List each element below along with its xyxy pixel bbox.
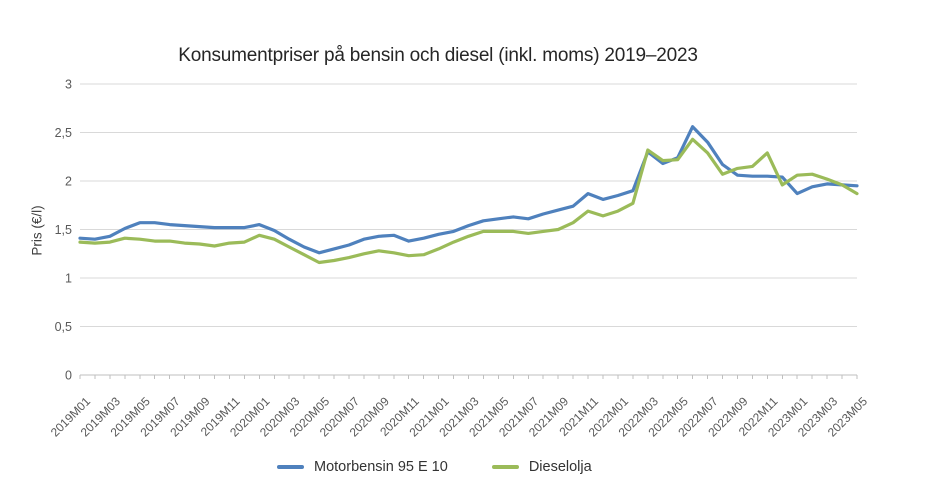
y-tick-label: 1 (65, 272, 72, 286)
line-motorbensin-95-e-10 (78, 125, 859, 255)
y-tick-label: 1,5 (55, 223, 72, 237)
y-tick-label: 2,5 (55, 126, 72, 140)
y-tick-label: 2 (65, 175, 72, 189)
y-tick-label: 0,5 (55, 320, 72, 334)
legend-swatch-motorbensin-icon (277, 465, 304, 469)
legend-label-dieselolja: Dieselolja (528, 459, 592, 475)
legend-label-motorbensin: Motorbensin 95 E 10 (314, 459, 448, 475)
y-axis-title: Pris (€/l) (29, 205, 45, 256)
chart-title: Konsumentpriser på bensin och diesel (in… (178, 45, 698, 66)
legend-item-motorbensin: Motorbensin 95 E 10 (277, 459, 448, 475)
y-tick-label: 0 (65, 369, 72, 383)
legend: Motorbensin 95 E 10 Dieselolja (277, 459, 592, 475)
legend-item-dieselolja: Dieselolja (491, 459, 592, 475)
legend-swatch-dieselolja-icon (491, 465, 519, 469)
line-dieselolja (78, 137, 859, 265)
y-tick-label: 3 (65, 78, 72, 92)
